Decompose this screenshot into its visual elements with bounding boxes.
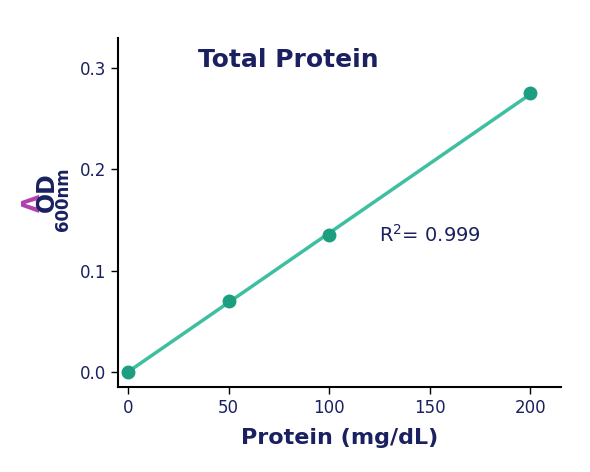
Text: Δ: Δ (21, 194, 44, 212)
Text: OD: OD (35, 173, 59, 212)
X-axis label: Protein (mg/dL): Protein (mg/dL) (241, 428, 438, 448)
Text: Total Protein: Total Protein (198, 48, 378, 72)
Text: 600nm: 600nm (54, 168, 71, 231)
Text: R$^2$= 0.999: R$^2$= 0.999 (379, 224, 481, 246)
